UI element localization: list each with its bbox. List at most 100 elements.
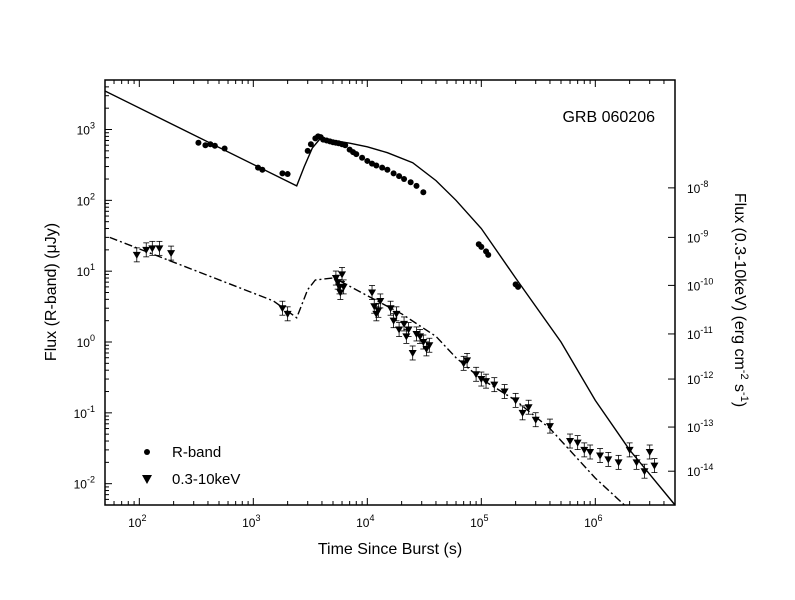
rband-point: [207, 141, 214, 148]
x-tick-label-exp: 5: [483, 513, 488, 523]
xray-point: [132, 251, 141, 259]
y-tick-label-right-base: 10: [687, 421, 701, 435]
xray-point: [155, 245, 164, 253]
legend-marker-xray: [142, 475, 152, 484]
xray-point: [625, 446, 634, 454]
xray-point: [545, 423, 554, 431]
y-tick-label-right: 10-8: [687, 179, 708, 196]
x-tick-label-base: 10: [584, 516, 598, 530]
rband-point: [304, 147, 311, 154]
right-title-sup: -2: [738, 370, 750, 380]
y-tick-label-right-base: 10: [687, 182, 701, 196]
y-tick-label-left: 10-1: [74, 404, 95, 421]
rband-point: [364, 157, 371, 164]
x-tick-label-base: 10: [470, 516, 484, 530]
xray-point: [596, 452, 605, 460]
rband-point: [478, 243, 485, 250]
rband-point: [342, 142, 349, 149]
y-tick-label-left-exp: 3: [90, 121, 95, 131]
xray-point: [511, 397, 520, 405]
xray-point: [148, 245, 157, 253]
y-tick-label-right-exp: -12: [700, 370, 713, 380]
right-title-part: ): [731, 402, 748, 407]
xray-point: [392, 310, 401, 318]
models-layer: [104, 90, 676, 506]
y-tick-label-left-base: 10: [77, 336, 91, 350]
xray-point: [425, 342, 434, 350]
rband-point: [202, 142, 209, 149]
rband-point: [284, 171, 291, 178]
x-tick-label: 102: [128, 513, 146, 530]
xray-point: [477, 376, 486, 384]
rband-point: [515, 283, 522, 290]
y-tick-label-right: 10-13: [687, 418, 713, 435]
legend-marker-rband: [144, 449, 150, 455]
model-line-xray: [109, 236, 625, 506]
y-tick-label-left-base: 10: [74, 478, 88, 492]
xray-point: [500, 388, 509, 396]
xray-point: [374, 307, 383, 315]
chart-title: GRB 060206: [562, 109, 655, 126]
y-tick-label-left-exp: 2: [90, 191, 95, 201]
y-tick-label-left-base: 10: [77, 265, 91, 279]
rband-point: [485, 251, 492, 258]
y-tick-label-left: 10-2: [74, 475, 95, 492]
right-title-part: Flux (0.3-10keV) (erg cm: [731, 193, 748, 370]
rband-point: [221, 145, 228, 152]
y-tick-label-right: 10-12: [687, 370, 713, 387]
xray-point: [142, 246, 151, 254]
ticks-layer: 102 103 104 105 10610-210-110010110210310-14…: [74, 79, 713, 530]
legend-label-rband: R-band: [172, 444, 221, 461]
xray-point: [632, 459, 641, 467]
y-tick-label-right-exp: -8: [700, 179, 708, 189]
xray-point: [338, 271, 347, 279]
y-tick-label-right-exp: -10: [700, 276, 713, 286]
x-tick-label-base: 10: [242, 516, 256, 530]
y-tick-label-left-exp: 0: [90, 333, 95, 343]
xray-point: [524, 404, 533, 412]
y-axis-title-left: Flux (R-band) (μJy): [43, 223, 60, 361]
y-tick-label-left-exp: -2: [87, 475, 95, 485]
xray-point: [650, 462, 659, 470]
xray-point: [419, 339, 428, 347]
y-tick-label-left-base: 10: [77, 194, 91, 208]
xray-point: [278, 305, 287, 313]
xray-point: [412, 330, 421, 338]
y-tick-label-right-base: 10: [687, 328, 701, 342]
legend-label-xray: 0.3-10keV: [172, 471, 240, 488]
rband-point: [307, 141, 314, 148]
y-tick-label-left-exp: -1: [87, 404, 95, 414]
model-line-rband: [104, 90, 676, 506]
x-tick-label-exp: 6: [597, 513, 602, 523]
x-tick-label-exp: 3: [255, 513, 260, 523]
y-tick-label-right-exp: -9: [700, 228, 708, 238]
xray-point: [336, 289, 345, 297]
rband-point: [359, 154, 366, 161]
rband-point: [279, 170, 286, 177]
y-axis-title-right-text: Flux (0.3-10keV) (erg cm-2 s-1): [731, 193, 750, 407]
xray-point: [368, 289, 377, 297]
y-tick-label-right-base: 10: [687, 373, 701, 387]
y-tick-label-right: 10-14: [687, 462, 713, 479]
rband-point: [420, 189, 427, 196]
rband-point: [396, 173, 403, 180]
xray-point: [531, 416, 540, 424]
xray-point: [376, 297, 385, 305]
y-tick-label-right-base: 10: [687, 279, 701, 293]
xray-point: [566, 438, 575, 446]
y-tick-label-right-exp: -14: [700, 462, 713, 472]
y-tick-label-left: 102: [77, 191, 95, 208]
xray-point: [645, 449, 654, 457]
x-tick-label-base: 10: [128, 516, 142, 530]
y-axis-title-right: Flux (0.3-10keV) (erg cm-2 s-1): [731, 193, 750, 407]
y-tick-label-right-base: 10: [687, 231, 701, 245]
x-tick-label: 105: [470, 513, 488, 530]
xray-point: [482, 378, 491, 386]
plot-frame: [104, 79, 676, 506]
xray-point: [167, 250, 176, 258]
xray-point: [395, 326, 404, 334]
y-tick-label-right-exp: -13: [700, 418, 713, 428]
rband-point: [401, 176, 408, 183]
y-tick-label-left-base: 10: [74, 407, 88, 421]
xray-point: [459, 360, 468, 368]
